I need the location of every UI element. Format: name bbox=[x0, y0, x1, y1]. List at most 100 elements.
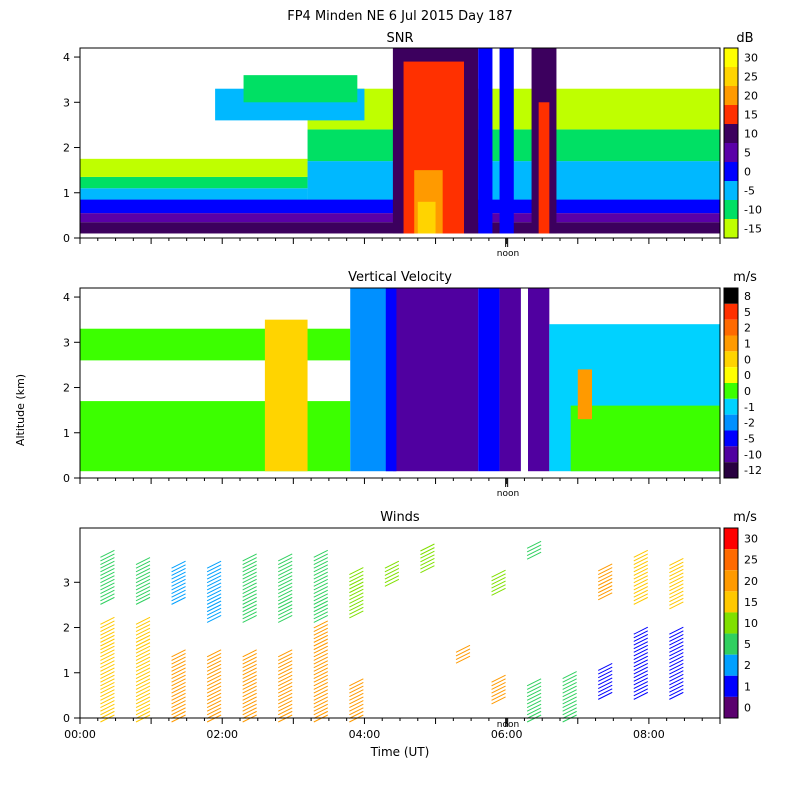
wind-barb bbox=[313, 553, 329, 562]
wind-barb bbox=[277, 582, 293, 591]
wind-barb bbox=[597, 577, 613, 586]
wind-barb bbox=[669, 677, 684, 686]
wind-barb bbox=[669, 691, 684, 700]
snr-colorbar-swatch bbox=[724, 200, 738, 219]
wind-barb bbox=[669, 666, 684, 675]
wind-barb bbox=[562, 689, 577, 698]
wind-barb bbox=[669, 648, 684, 657]
wind-barb bbox=[135, 703, 151, 712]
winds-colorbar-swatch bbox=[724, 591, 738, 613]
wind-barb bbox=[206, 681, 222, 690]
wind-barb bbox=[313, 656, 329, 665]
wind-barb bbox=[206, 678, 222, 687]
snr-colorbar-label: -15 bbox=[744, 223, 762, 236]
wind-barb bbox=[171, 567, 186, 576]
wind-barb bbox=[242, 671, 257, 680]
wind-barb bbox=[135, 642, 151, 651]
wind-barb bbox=[597, 691, 613, 700]
winds-colorbar-swatch bbox=[724, 696, 738, 718]
wind-barb bbox=[526, 703, 542, 712]
wind-barb bbox=[242, 692, 257, 701]
vv-colorbar-swatch bbox=[724, 462, 738, 478]
wind-barb bbox=[633, 659, 649, 668]
wind-barb bbox=[277, 685, 293, 694]
wind-barb bbox=[349, 599, 364, 608]
vv-region bbox=[478, 288, 500, 472]
wind-barb bbox=[242, 689, 257, 698]
wind-barb bbox=[100, 596, 115, 605]
wind-barb bbox=[526, 678, 542, 687]
wind-barb bbox=[313, 645, 329, 654]
wind-barb bbox=[100, 578, 115, 587]
wind-barb bbox=[349, 603, 364, 612]
winds-axes: 0 1 2 3 00:00 02:00 04:00 06:00 08:00 bbox=[63, 576, 721, 741]
wind-barb bbox=[277, 689, 293, 698]
wind-barb bbox=[633, 652, 649, 661]
wind-barb bbox=[597, 592, 613, 601]
wind-barb bbox=[100, 703, 115, 712]
snr-colorbar-label: 20 bbox=[744, 90, 758, 103]
winds-xtick-label: 00:00 bbox=[64, 728, 96, 741]
wind-barb bbox=[277, 615, 293, 623]
wind-barb bbox=[242, 656, 257, 665]
wind-barb bbox=[633, 567, 649, 576]
wind-barb bbox=[242, 582, 257, 591]
wind-barb bbox=[669, 662, 684, 671]
wind-barb bbox=[669, 558, 684, 566]
vv-colorbar-swatch bbox=[724, 319, 738, 336]
wind-barb bbox=[349, 707, 364, 716]
wind-barb bbox=[171, 681, 186, 690]
snr-title: SNR bbox=[386, 31, 413, 46]
wind-barb bbox=[135, 645, 151, 654]
wind-barb bbox=[669, 597, 684, 606]
wind-barb bbox=[277, 560, 293, 569]
wind-barb bbox=[100, 671, 115, 680]
wind-barb bbox=[100, 700, 115, 708]
wind-barb bbox=[349, 585, 364, 594]
snr-colorbar-swatch bbox=[724, 162, 738, 181]
snr-region bbox=[478, 48, 493, 234]
snr-ytick-label: 0 bbox=[63, 232, 70, 245]
wind-barb bbox=[526, 707, 542, 716]
wind-barb bbox=[135, 674, 151, 683]
wind-barb bbox=[135, 571, 151, 580]
snr-region bbox=[417, 201, 436, 234]
winds-colorbar-swatch bbox=[724, 570, 738, 592]
wind-barb bbox=[171, 649, 186, 658]
wind-barb bbox=[597, 662, 613, 671]
snr-ytick-label: 1 bbox=[63, 187, 70, 200]
winds-xtick-label: 04:00 bbox=[349, 728, 381, 741]
wind-barb bbox=[633, 553, 649, 562]
vv-ytick-label: 3 bbox=[63, 336, 70, 349]
wind-barb bbox=[135, 631, 151, 640]
wind-barb bbox=[277, 571, 293, 580]
vv-colorbar-swatch bbox=[724, 430, 738, 447]
wind-barb bbox=[277, 703, 293, 712]
wind-barb bbox=[633, 673, 649, 682]
wind-barb bbox=[171, 696, 186, 705]
wind-barb bbox=[669, 568, 684, 577]
wind-barb bbox=[206, 575, 222, 584]
wind-barb bbox=[633, 634, 649, 642]
vv-region bbox=[264, 319, 308, 472]
wind-barb bbox=[206, 660, 222, 669]
wind-barb bbox=[206, 604, 222, 613]
wind-barb bbox=[313, 663, 329, 672]
winds-panel: Winds 0 1 2 3 00:00 02:00 04:00 06:00 08:00 noon… bbox=[63, 510, 758, 759]
vv-colorbar-frame bbox=[723, 287, 739, 479]
wind-barb bbox=[277, 567, 293, 576]
wind-barb bbox=[171, 564, 186, 573]
wind-barb bbox=[669, 655, 684, 664]
wind-barb bbox=[100, 564, 115, 573]
wind-barb bbox=[349, 596, 364, 604]
wind-barb bbox=[420, 565, 435, 574]
snr-region bbox=[538, 102, 550, 234]
wind-barb bbox=[491, 584, 506, 593]
wind-barb bbox=[171, 707, 186, 716]
wind-barb bbox=[669, 681, 684, 689]
vv-colorbar-swatch bbox=[724, 383, 738, 399]
wind-barb bbox=[100, 620, 115, 629]
winds-colorbar-label: 10 bbox=[744, 617, 758, 630]
wind-barb bbox=[206, 674, 222, 683]
